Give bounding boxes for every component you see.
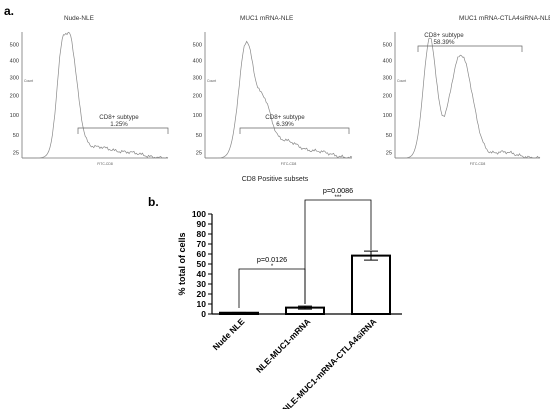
histogram-nude-nle: Nude-NLE 25 50 100 200 300 400 500 Count FITC-CD8… (10, 15, 169, 166)
gate-label: CD8+ subtype (424, 32, 464, 39)
bar (351, 254, 391, 315)
gate-percent: 6.39% (276, 121, 294, 128)
histogram-curve (205, 40, 353, 159)
significance-stars: *** (334, 195, 342, 201)
gate-label: CD8+ subtype (99, 114, 139, 121)
y-tick-label: 50 (13, 133, 19, 139)
panel-b-label: b. (148, 195, 159, 209)
significance-bracket (238, 268, 306, 308)
gate-percent: 58.39% (434, 39, 455, 46)
gate-bracket (417, 45, 523, 52)
y-tick-label: 300 (383, 75, 392, 81)
histogram-muc1-mrna-ctla4sirna-nle: MUC1 mRNA-CTLA4siRNA-NLE 25 50 100 200 300 400… (383, 15, 550, 166)
y-tick-label: 90 (197, 219, 207, 229)
y-tick-label: 100 (10, 113, 19, 119)
category-label: NLE-MUC1-mRNA (254, 316, 313, 375)
y-tick-label: 400 (383, 59, 392, 65)
y-tick-label: 200 (10, 94, 19, 100)
y-tick-label: 0 (201, 309, 206, 319)
p-value-label: p=0.0126 (257, 255, 287, 264)
y-tick-label: 30 (197, 279, 207, 289)
y-tick-label: 50 (386, 133, 392, 139)
y-tick-label: 25 (386, 150, 392, 156)
panel-a-label: a. (4, 4, 14, 18)
gate-label: CD8+ subtype (265, 114, 305, 121)
y-axis-label: Count (207, 79, 216, 83)
histogram-title: MUC1 mRNA-CTLA4siRNA-NLE (459, 15, 550, 22)
y-tick-label: 50 (196, 133, 202, 139)
p-value-label: p=0.0086 (323, 186, 353, 195)
y-tick-label: 40 (197, 269, 207, 279)
gate-percent: 1.25% (110, 121, 128, 128)
y-tick-label: 100 (383, 113, 392, 119)
histogram-title: Nude-NLE (64, 15, 94, 22)
category-label: Nude NLE (211, 316, 247, 352)
gate-bracket (77, 127, 169, 134)
x-axis-label: FITC-CD8 (281, 162, 297, 166)
gate-bracket (239, 127, 350, 134)
y-tick-label: 300 (193, 75, 202, 81)
y-tick-label: 500 (10, 43, 19, 49)
histogram-title: MUC1 mRNA-NLE (240, 15, 293, 22)
y-tick-label: 400 (10, 59, 19, 65)
y-tick-label: 400 (193, 59, 202, 65)
y-tick-label: 25 (196, 150, 202, 156)
y-axis-label: Count (24, 79, 33, 83)
y-tick-label: 100 (193, 113, 202, 119)
y-tick-label: 300 (10, 75, 19, 81)
common-x-axis-label: CD8 Positive subsets (242, 176, 309, 183)
y-tick-label: 500 (193, 43, 202, 49)
histogram-curve (395, 37, 541, 159)
y-axis-label: % total of cells (177, 232, 187, 295)
y-tick-label: 500 (383, 43, 392, 49)
y-tick-label: 200 (193, 94, 202, 100)
y-tick-label: 200 (383, 94, 392, 100)
histogram-muc1-mrna-nle: MUC1 mRNA-NLE 25 50 100 200 300 400 500 Count FIT… (193, 15, 353, 166)
y-tick-label: 25 (13, 150, 19, 156)
y-tick-label: 80 (197, 229, 207, 239)
significance-stars: * (271, 264, 274, 270)
significance-bracket (304, 199, 372, 304)
x-axis-label: FITC-CD8 (470, 162, 486, 166)
y-tick-label: 10 (197, 299, 207, 309)
y-axis-label: Count (397, 79, 406, 83)
histogram-curve (22, 31, 169, 159)
y-tick-label: 100 (192, 209, 206, 219)
y-tick-label: 20 (197, 289, 207, 299)
y-tick-label: 70 (197, 239, 207, 249)
y-tick-label: 60 (197, 249, 207, 259)
y-tick-label: 50 (197, 259, 207, 269)
x-axis-label: FITC-CD8 (97, 162, 113, 166)
